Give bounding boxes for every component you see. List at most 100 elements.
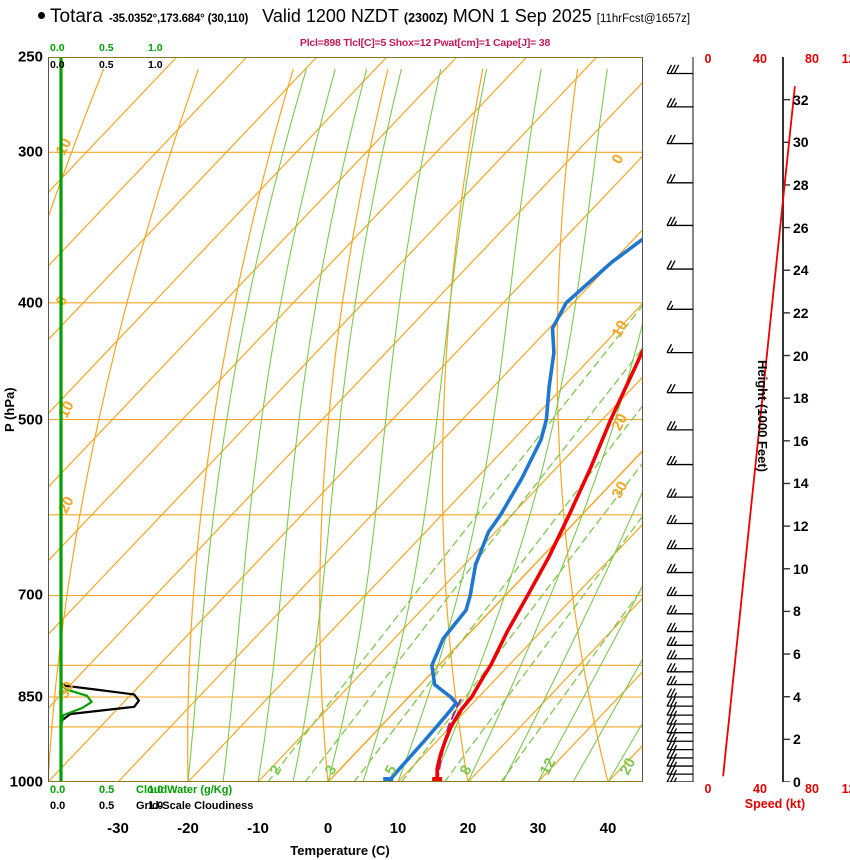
- temperature-tick--10: -10: [247, 820, 269, 837]
- speed-tick-0: 0: [704, 782, 712, 796]
- cloudwater-bottom-tick-1: 0.5: [99, 784, 115, 796]
- pressure-tick-400: 400: [17, 294, 43, 312]
- height-tick-4: 4: [793, 688, 801, 705]
- wind-barb: [666, 300, 693, 310]
- cloudiness-bottom-tick-2: 1.0: [148, 800, 164, 812]
- moist-adiabat-30: [537, 583, 643, 782]
- cloudwater-bottom-tick-2: 1.0: [148, 784, 164, 796]
- isotherm-label--20: -20: [53, 494, 78, 521]
- header-line: Totara -35.0352°,173.684° (30,110) Valid 1…: [38, 6, 690, 28]
- height-tick-18: 18: [793, 390, 809, 407]
- height-tick-32: 32: [793, 91, 809, 108]
- height-tick-20: 20: [793, 347, 809, 364]
- mixing-ratio-label-3: 3: [322, 763, 341, 778]
- wind-barb: [666, 539, 693, 550]
- mixing-ratio-5: [353, 404, 643, 782]
- height-tick-14: 14: [793, 475, 809, 492]
- cloudiness-axis-title: Grid-Scale Cloudiness: [136, 800, 254, 812]
- temperature-tick--20: -20: [177, 820, 199, 837]
- temperature-tick-10: 10: [389, 820, 407, 837]
- moist-adiabat-5: [362, 68, 488, 782]
- station-dot: [38, 12, 45, 20]
- dry-adiabat--40: [48, 68, 199, 782]
- speed-tick-40: 40: [753, 782, 767, 796]
- valid-time: Valid 1200 NZDT: [262, 6, 399, 26]
- cloudwater-top-tick-1: 0.5: [99, 42, 114, 54]
- dry-adiabat-0: [319, 68, 389, 782]
- surface-markers: [383, 777, 443, 782]
- speed-tick-0: 0: [704, 52, 712, 66]
- isotherm-10: [397, 523, 643, 782]
- isobar-lines: [48, 151, 643, 782]
- wind-barb: [666, 605, 693, 615]
- wind-barb: [666, 706, 693, 716]
- height-tick-0: 0: [793, 774, 801, 790]
- mixing-ratio-12: [443, 514, 643, 782]
- height-speed-curve: [722, 85, 796, 777]
- wind-barb: [666, 455, 693, 466]
- speed-tick-40: 40: [753, 52, 767, 66]
- moist-adiabat-0: [327, 68, 442, 782]
- pressure-tick-700: 700: [17, 586, 43, 604]
- mixing-ratio-label-5: 5: [382, 763, 401, 778]
- isotherm-label-20: 20: [609, 411, 632, 434]
- wind-barb: [666, 749, 693, 759]
- height-tick-6: 6: [793, 646, 801, 663]
- height-tick-10: 10: [793, 560, 809, 577]
- wind-barb: [666, 636, 693, 646]
- wind-barb: [666, 383, 693, 394]
- cloudiness-bottom-tick-0: 0.0: [50, 800, 66, 812]
- station-name: Totara: [50, 6, 103, 27]
- wind-barb: [666, 586, 693, 597]
- isotherm--90: [48, 57, 388, 415]
- pressure-axis-title: P (hPa): [2, 387, 17, 432]
- wind-barb-column: [666, 57, 694, 782]
- height-tick-22: 22: [793, 304, 809, 321]
- mixing-ratio-lines: [267, 304, 643, 782]
- temperature-tick-20: 20: [459, 820, 477, 837]
- temperature-tick--30: -30: [107, 820, 129, 837]
- height-tick-2: 2: [793, 731, 801, 748]
- isotherm-label-0: 0: [609, 152, 628, 167]
- wind-barb: [666, 649, 693, 660]
- height-tick-24: 24: [793, 262, 809, 279]
- valid-time-utc: (2300Z): [403, 11, 448, 25]
- moist-adiabat-lines: [187, 68, 643, 782]
- wind-barb: [666, 723, 693, 734]
- wind-barb: [666, 715, 693, 725]
- dewpoint-line: [386, 236, 643, 782]
- wind-barb: [666, 260, 693, 270]
- mixing-ratio-label-20: 20: [617, 755, 640, 778]
- temperature-surface-marker: [432, 777, 443, 782]
- parcel-profile: [436, 696, 463, 782]
- pressure-tick-1000: 1000: [9, 773, 43, 791]
- dry-adiabat-40: [556, 68, 609, 782]
- isotherm-0: [327, 449, 643, 782]
- wind-barb: [666, 421, 693, 431]
- wind-barb: [666, 216, 693, 227]
- wind-barb: [666, 675, 693, 686]
- mixing-ratio-label-2: 2: [267, 763, 286, 778]
- wind-barb: [666, 622, 693, 633]
- moist-adiabat-25: [502, 489, 643, 782]
- cloudiness-top-tick-2: 1.0: [148, 59, 163, 71]
- wind-barb: [666, 134, 693, 145]
- speed-tick-80: 80: [805, 52, 819, 66]
- height-curve-svg: [722, 85, 796, 782]
- pressure-tick-850: 850: [17, 688, 43, 706]
- temperature-tick-0: 0: [323, 820, 333, 837]
- moist-adiabat--20: [187, 68, 307, 782]
- height-tick-8: 8: [793, 603, 801, 620]
- temperature-axis-title: Temperature (C): [290, 843, 390, 858]
- moist-adiabat--10: [257, 68, 368, 782]
- temperature-tick-30: 30: [529, 820, 547, 837]
- height-tick-30: 30: [793, 134, 809, 151]
- isotherm-label-10: 10: [53, 136, 76, 159]
- moist-adiabat-10: [397, 68, 542, 782]
- wind-barb: [666, 563, 693, 574]
- temperature-line: [435, 345, 643, 782]
- cloudwater-top-tick-2: 1.0: [148, 42, 163, 54]
- cloudiness-top-tick-1: 0.5: [99, 59, 114, 71]
- wind-barb: [666, 757, 693, 767]
